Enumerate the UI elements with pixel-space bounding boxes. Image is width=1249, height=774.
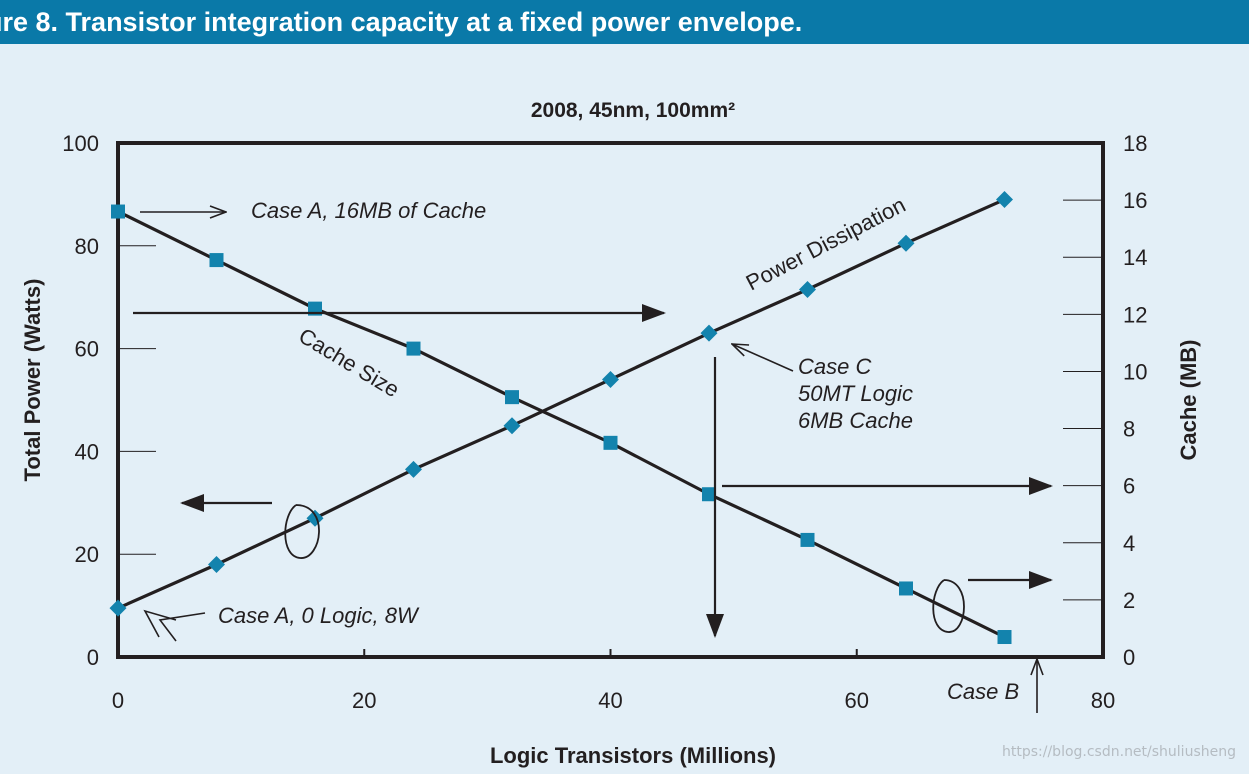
- cache-size-point: [603, 435, 618, 450]
- case-c-line3: 6MB Cache: [798, 408, 913, 433]
- power-dissipation-point: [602, 370, 619, 388]
- cache-size-point: [209, 253, 224, 268]
- cache-size-point: [800, 532, 815, 547]
- power-dissipation-point: [799, 280, 816, 298]
- y2-tick-label: 14: [1123, 245, 1147, 270]
- y-tick-label: 80: [75, 234, 99, 259]
- x-tick-label: 80: [1091, 688, 1115, 713]
- figure-title-banner: ure 8. Transistor integration capacity a…: [0, 0, 1249, 44]
- y2-tick-label: 10: [1123, 359, 1147, 384]
- y-tick-label: 0: [87, 645, 99, 670]
- figure-title: ure 8. Transistor integration capacity a…: [0, 7, 803, 37]
- y2-tick-label: 6: [1123, 474, 1135, 499]
- x-tick-label: 20: [352, 688, 376, 713]
- y-tick-label: 60: [75, 337, 99, 362]
- x-axis-label: Logic Transistors (Millions): [490, 743, 776, 768]
- cache-size-line: [117, 210, 1006, 639]
- x-tick-label: 0: [112, 688, 124, 713]
- case-a-cache-label: Case A, 16MB of Cache: [251, 198, 486, 223]
- cache-size-point: [899, 581, 913, 596]
- y2-tick-label: 4: [1123, 531, 1135, 556]
- power-dissipation-point: [109, 599, 127, 617]
- case-b-label: Case B: [947, 679, 1019, 704]
- y-axis-label: Total Power (Watts): [20, 279, 45, 482]
- cache-size-point: [111, 204, 125, 219]
- case-c-line1: Case C: [798, 354, 871, 379]
- power-dissipation-point: [503, 417, 521, 435]
- case-a-logic-label: Case A, 0 Logic, 8W: [218, 603, 420, 628]
- cache-size-point: [997, 630, 1012, 645]
- y2-tick-label: 16: [1123, 188, 1147, 213]
- case-a-logic-pointer: [158, 612, 206, 642]
- power-series-loop: [284, 504, 320, 559]
- y2-axis-label: Cache (MB): [1176, 339, 1201, 460]
- y2-tick-label: 18: [1123, 131, 1147, 156]
- power-dissipation-point: [405, 460, 422, 478]
- power-dissipation-point: [208, 555, 225, 573]
- x-tick-label: 40: [598, 688, 622, 713]
- case-c-pointer-arrow: [732, 344, 794, 372]
- cache-series-loop: [932, 579, 965, 633]
- power-dissipation-point: [996, 191, 1013, 209]
- cache-size-point: [406, 341, 421, 356]
- cache-size-point: [702, 487, 716, 502]
- case-c-line2: 50MT Logic: [798, 381, 913, 406]
- y-tick-label: 100: [62, 131, 99, 156]
- case-a-logic-arrowhead: [143, 609, 177, 638]
- watermark: https://blog.csdn.net/shuliusheng: [1002, 744, 1236, 760]
- y2-tick-label: 12: [1123, 302, 1147, 327]
- power-dissipation-line: [117, 198, 1006, 610]
- cache-size-label: Cache Size: [294, 323, 403, 402]
- y2-tick-label: 2: [1123, 588, 1135, 613]
- y2-tick-label: 0: [1123, 645, 1135, 670]
- chart-title: 2008, 45nm, 100mm²: [531, 99, 735, 122]
- power-dissipation-point: [897, 234, 915, 252]
- power-dissipation-point: [306, 509, 324, 527]
- y-tick-label: 20: [75, 542, 99, 567]
- y-tick-label: 40: [75, 439, 99, 464]
- y2-tick-label: 8: [1123, 417, 1135, 442]
- x-tick-label: 60: [845, 688, 869, 713]
- power-dissipation-point: [700, 324, 718, 342]
- cache-size-point: [505, 390, 519, 405]
